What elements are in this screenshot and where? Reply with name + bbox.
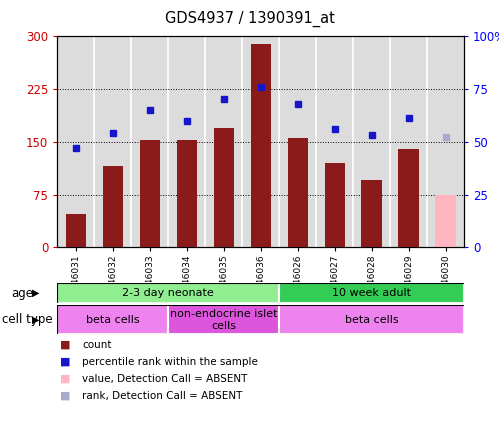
Text: non-endocrine islet
cells: non-endocrine islet cells bbox=[170, 309, 277, 331]
Bar bbox=[57, 283, 279, 303]
Bar bbox=[279, 283, 464, 303]
Text: count: count bbox=[82, 340, 112, 350]
Bar bbox=[250, 44, 271, 247]
Bar bbox=[436, 195, 456, 247]
Text: value, Detection Call = ABSENT: value, Detection Call = ABSENT bbox=[82, 374, 248, 384]
Text: ■: ■ bbox=[60, 390, 70, 401]
Text: ■: ■ bbox=[60, 340, 70, 350]
Bar bbox=[398, 149, 419, 247]
Bar bbox=[103, 166, 123, 247]
Text: age: age bbox=[11, 287, 33, 299]
Text: ■: ■ bbox=[60, 357, 70, 367]
Text: ■: ■ bbox=[60, 374, 70, 384]
Bar bbox=[324, 163, 345, 247]
Bar bbox=[214, 128, 234, 247]
Text: 2-3 day neonate: 2-3 day neonate bbox=[122, 288, 214, 298]
Text: 10 week adult: 10 week adult bbox=[332, 288, 411, 298]
Bar bbox=[361, 181, 382, 247]
Text: beta cells: beta cells bbox=[345, 315, 399, 325]
Bar bbox=[287, 138, 308, 247]
Bar bbox=[279, 305, 464, 334]
Text: ▶: ▶ bbox=[32, 288, 40, 298]
Text: GDS4937 / 1390391_at: GDS4937 / 1390391_at bbox=[165, 11, 334, 27]
Text: beta cells: beta cells bbox=[86, 315, 140, 325]
Text: percentile rank within the sample: percentile rank within the sample bbox=[82, 357, 258, 367]
Bar bbox=[140, 140, 160, 247]
Bar bbox=[168, 305, 279, 334]
Bar bbox=[57, 305, 168, 334]
Text: ▶: ▶ bbox=[32, 315, 40, 325]
Bar bbox=[66, 214, 86, 247]
Text: rank, Detection Call = ABSENT: rank, Detection Call = ABSENT bbox=[82, 390, 243, 401]
Text: cell type: cell type bbox=[2, 313, 53, 326]
Bar bbox=[177, 140, 197, 247]
